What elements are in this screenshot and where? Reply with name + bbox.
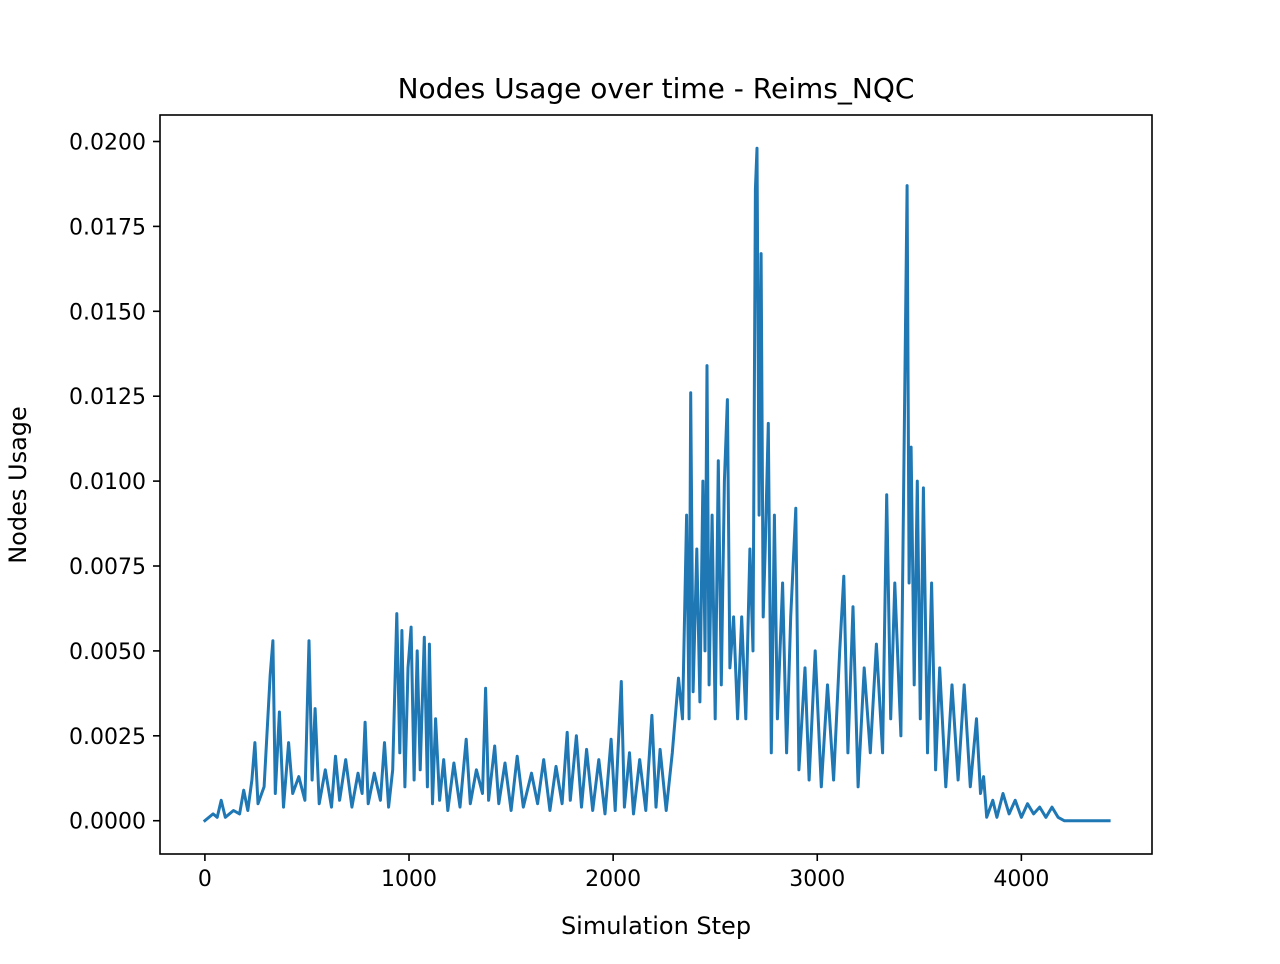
x-tick-label: 2000 (585, 867, 641, 892)
series-group (202, 146, 1111, 823)
y-tick-label: 0.0000 (69, 810, 146, 835)
y-tick-label: 0.0100 (69, 470, 146, 495)
y-tick-label: 0.0200 (69, 130, 146, 155)
y-axis-label: Nodes Usage (4, 406, 32, 564)
x-tick-label: 0 (198, 867, 212, 892)
x-tick-label: 4000 (993, 867, 1049, 892)
y-tick-label: 0.0025 (69, 725, 146, 750)
y-tick-label: 0.0175 (69, 215, 146, 240)
y-tick-label: 0.0075 (69, 555, 146, 580)
x-tick-label: 3000 (789, 867, 845, 892)
x-axis-label: Simulation Step (561, 912, 751, 940)
y-tick-label: 0.0150 (69, 300, 146, 325)
axis-ticks: 0 1000 2000 3000 4000 0.0000 0.0025 0.0050 0.007… (69, 130, 1049, 892)
chart-title: Nodes Usage over time - Reims_NQC (398, 72, 915, 105)
plot-area-frame (159, 114, 1153, 855)
y-tick-label: 0.0050 (69, 640, 146, 665)
series-line (202, 146, 1111, 823)
x-tick-label: 1000 (381, 867, 437, 892)
y-tick-label: 0.0125 (69, 385, 146, 410)
